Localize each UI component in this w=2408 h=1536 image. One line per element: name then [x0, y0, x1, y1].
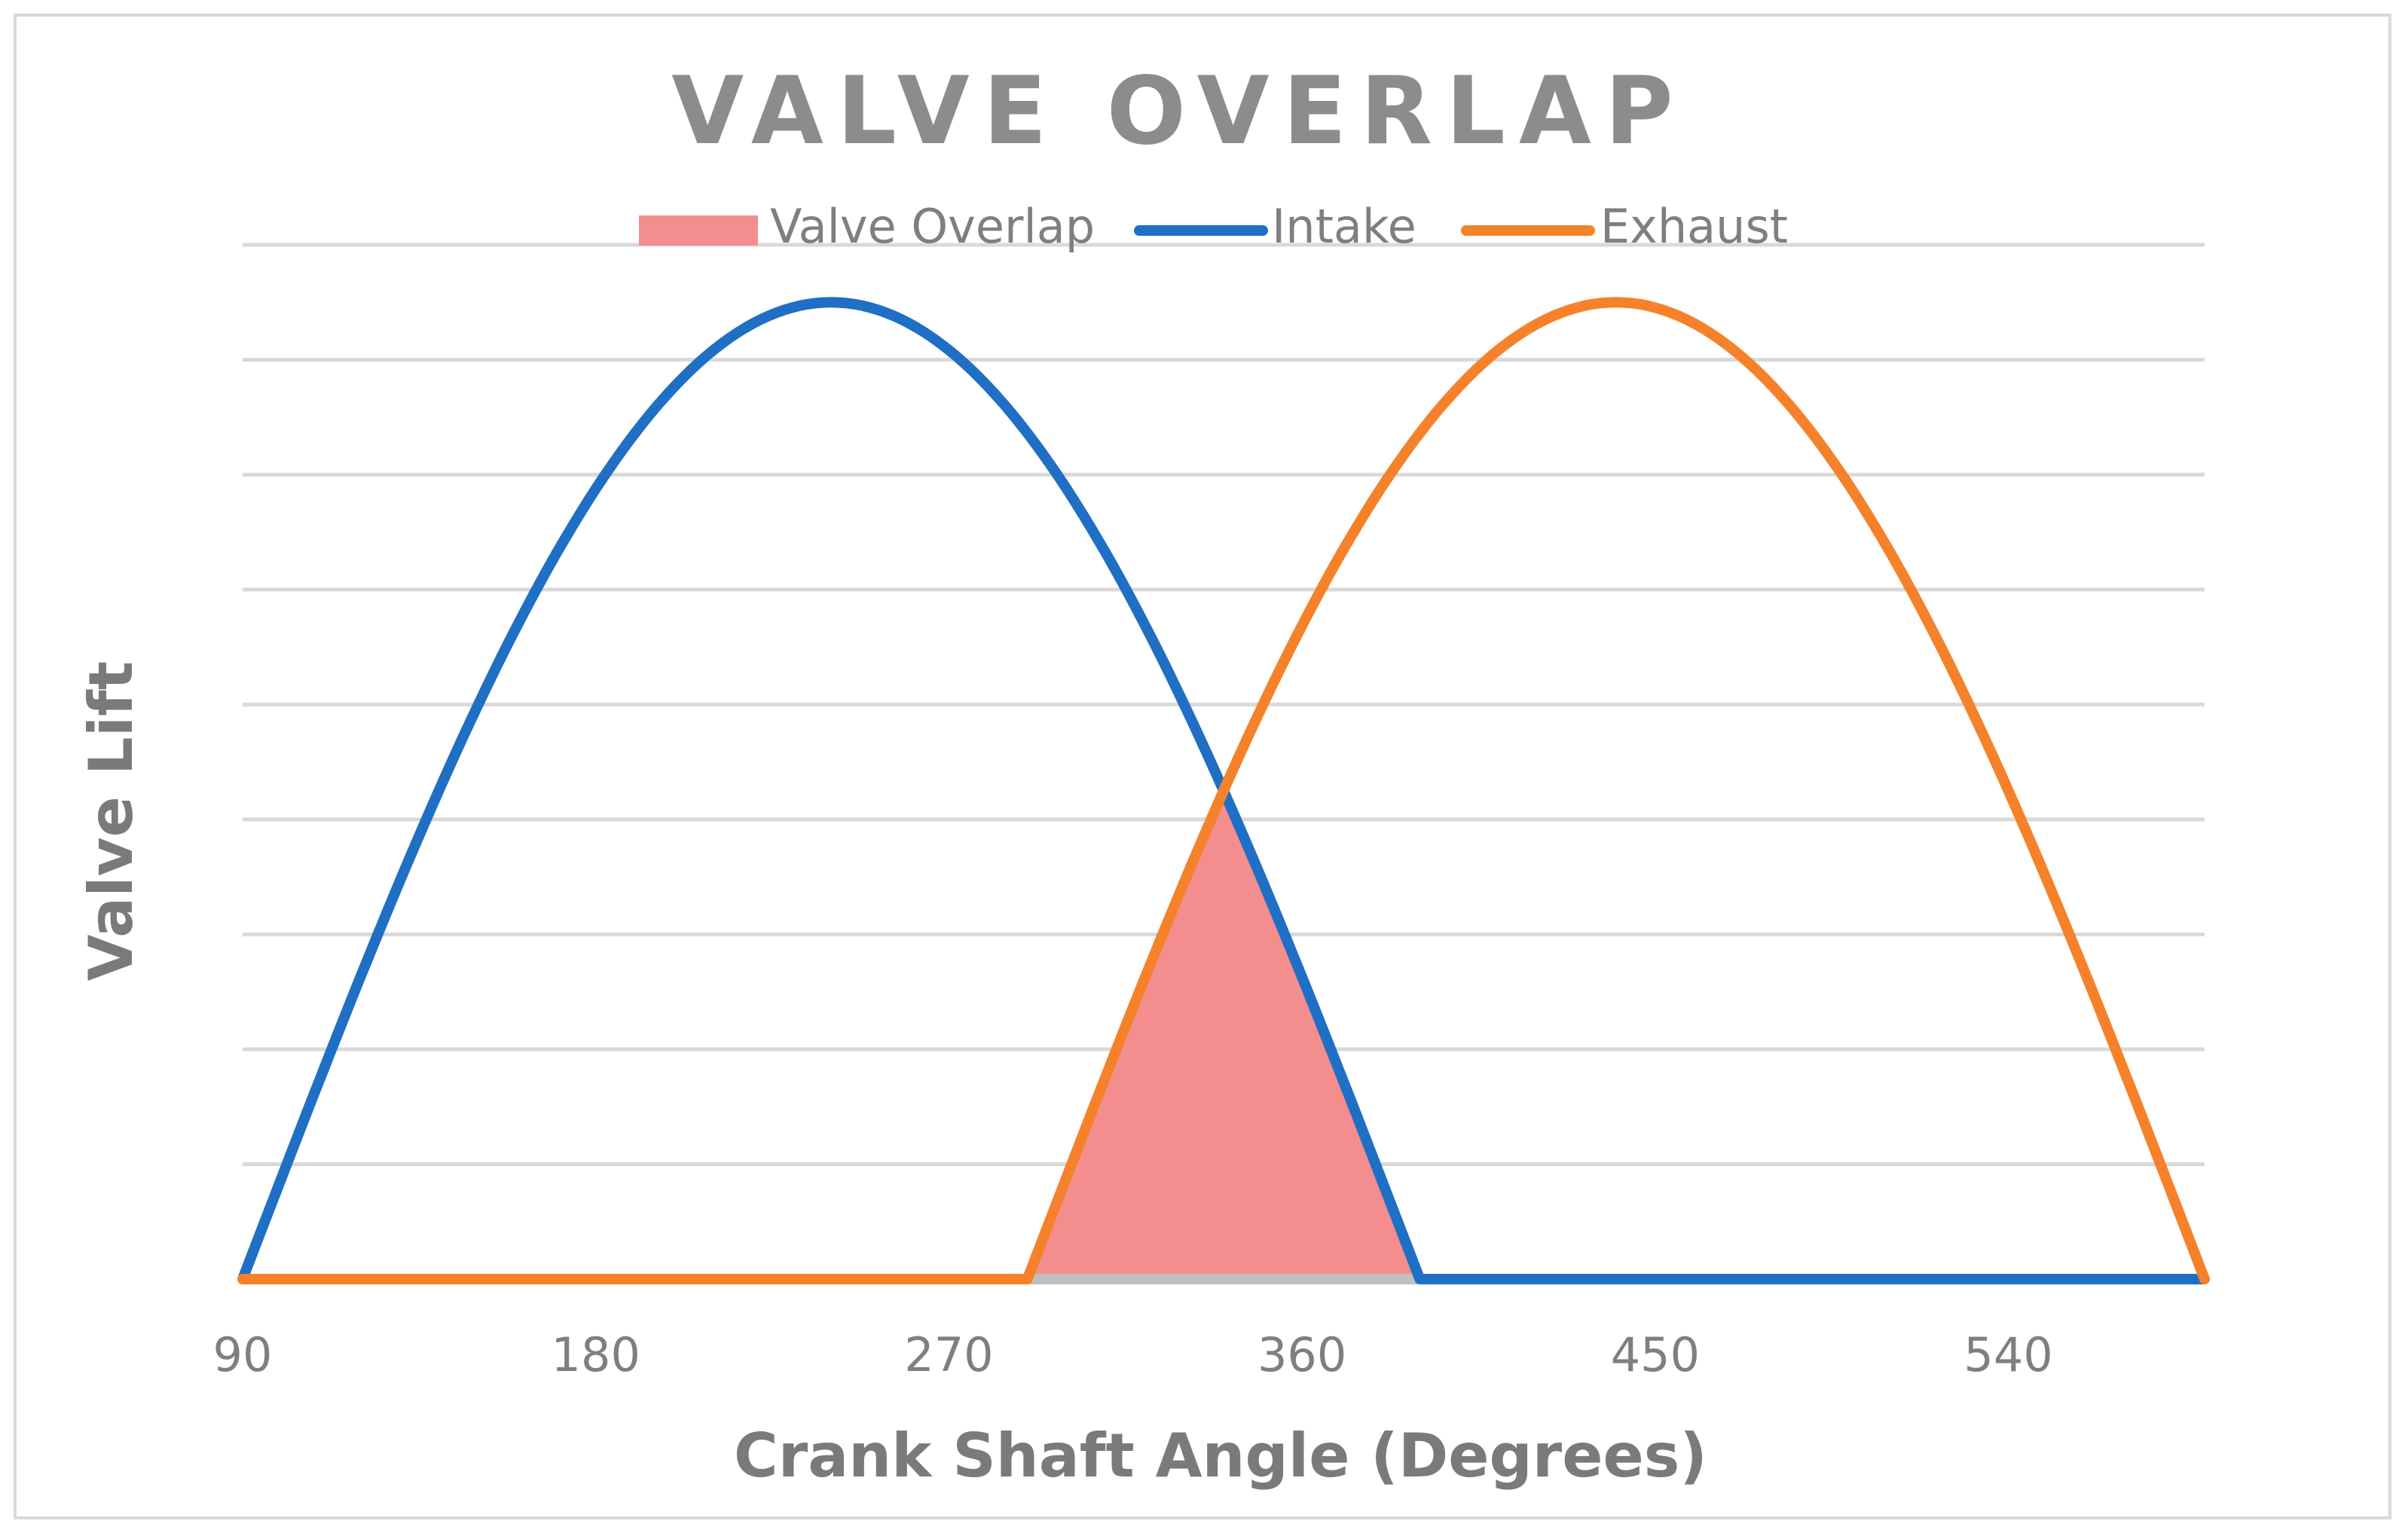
- x-tick-label: 180: [552, 1327, 640, 1382]
- x-axis-title: Crank Shaft Angle (Degrees): [734, 1421, 1707, 1491]
- x-tick-label: 540: [1963, 1327, 2052, 1382]
- x-tick-label: 450: [1611, 1327, 1700, 1382]
- valve-overlap-area: [1027, 790, 1420, 1279]
- exhaust-series-line: [237, 297, 2210, 1284]
- x-tick-label: 360: [1257, 1327, 1346, 1382]
- x-tick-label: 270: [904, 1327, 993, 1382]
- legend-label-intake: Intake: [1272, 199, 1416, 254]
- chart-title: VALVE OVERLAP: [671, 57, 1686, 166]
- y-axis-title: Valve Lift: [76, 661, 146, 982]
- legend: Valve Overlap Intake Exhaust: [639, 199, 1788, 254]
- legend-label-exhaust: Exhaust: [1600, 199, 1788, 254]
- intake-series-line: [237, 297, 2210, 1284]
- legend-label-valve-overlap: Valve Overlap: [770, 199, 1095, 254]
- x-tick-label: 90: [213, 1327, 273, 1382]
- x-tick-labels: 90 180 270 360 450 540: [213, 1327, 2053, 1382]
- legend-swatch-valve-overlap: [639, 215, 758, 246]
